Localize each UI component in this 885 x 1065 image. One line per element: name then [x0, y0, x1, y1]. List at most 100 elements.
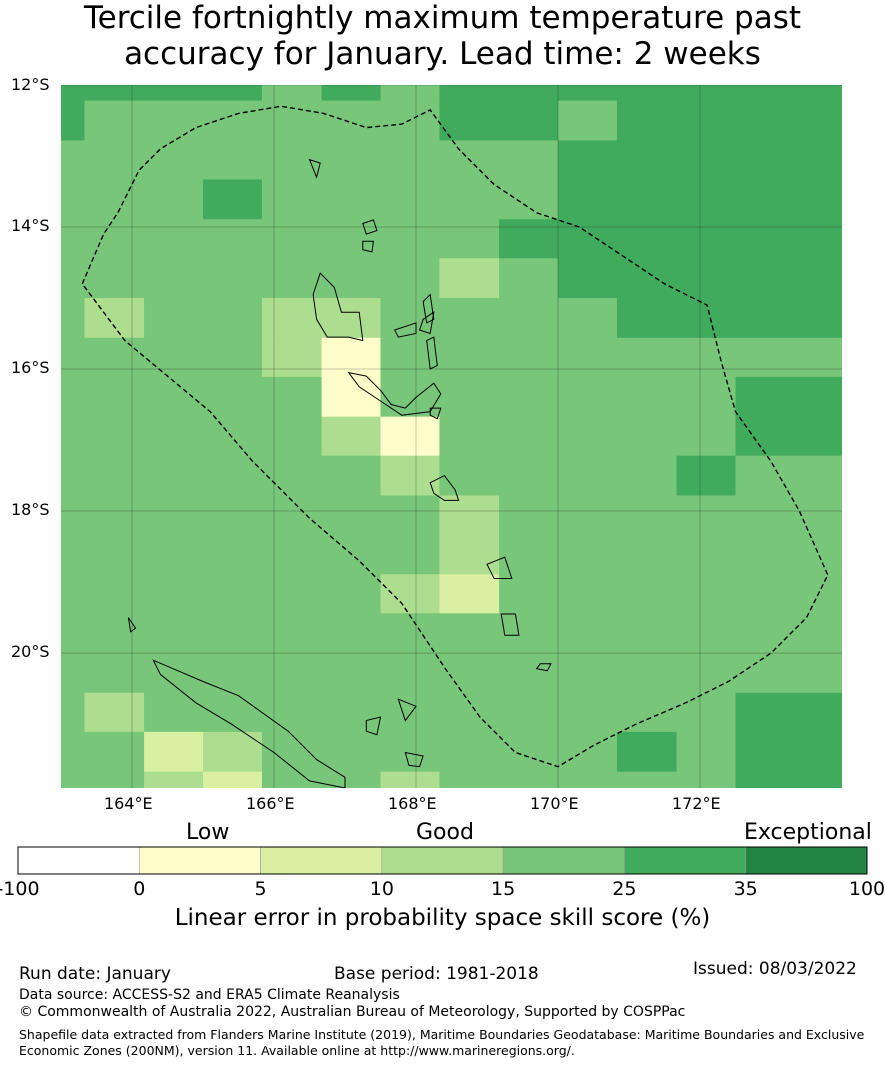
skill-cell [616, 455, 678, 497]
skill-cell [61, 534, 86, 575]
skill-cell [261, 653, 323, 694]
skill-cell [380, 534, 441, 575]
title-line-2: accuracy for January. Lead time: 2 weeks [124, 36, 761, 72]
skill-cell [616, 258, 678, 299]
lon-label-172e: 172°E [672, 794, 721, 813]
skill-cell [558, 337, 618, 378]
coastline [486, 556, 513, 579]
skill-cell [499, 179, 559, 220]
skill-cell [84, 771, 145, 789]
coastline [393, 322, 417, 338]
skill-cell [84, 613, 145, 654]
skill-cell [558, 258, 618, 299]
skill-cell [203, 258, 263, 299]
skill-cell [439, 495, 500, 536]
skill-cell [261, 337, 323, 378]
skill-cell [84, 416, 145, 457]
skill-cell [380, 258, 441, 299]
skill-cell [261, 179, 323, 220]
skill-cell [203, 574, 263, 614]
skill-cell [676, 653, 737, 694]
skill-cell [203, 85, 263, 102]
skill-cell [439, 692, 500, 733]
skill-cell [203, 298, 263, 339]
skill-cell [676, 140, 737, 181]
skill-cell [84, 179, 145, 220]
skill-cell [735, 455, 843, 497]
coastline [362, 219, 378, 235]
skill-cell [321, 376, 382, 418]
skill-cell [144, 574, 204, 614]
skill-cell [61, 179, 86, 220]
skill-cell [321, 219, 382, 259]
skill-cell [144, 258, 204, 299]
coastline [500, 613, 520, 636]
skill-cell [261, 298, 323, 339]
skill-cell [380, 692, 441, 733]
skill-cell [616, 298, 678, 339]
skill-cell [735, 534, 843, 575]
skill-cell [439, 731, 500, 773]
skill-cell [439, 179, 500, 220]
shapefile-credit-line-2: Economic Zones (200NM), version 11. Avai… [19, 1043, 575, 1058]
skill-cell [144, 731, 204, 773]
skill-cell [203, 731, 263, 773]
colorbar-segment [502, 846, 625, 875]
skill-cell [84, 100, 145, 141]
skill-cell [380, 85, 441, 102]
skill-cell [321, 495, 382, 536]
colorbar-tick-label: 15 [491, 878, 516, 900]
colorbar-segment [381, 846, 504, 875]
skill-cell [380, 455, 441, 497]
skill-cell [84, 692, 145, 733]
skill-cell [616, 140, 678, 181]
coastline [347, 371, 442, 416]
skill-cell [499, 692, 559, 733]
skill-cell [616, 653, 678, 694]
skill-cell [735, 85, 843, 102]
skill-cell [61, 140, 86, 181]
skill-cell [144, 416, 204, 457]
skill-cell [499, 337, 559, 378]
skill-cell [616, 100, 678, 141]
coastline [365, 716, 382, 736]
skill-cell [439, 258, 500, 299]
skill-cell [616, 337, 678, 378]
skill-cell [616, 613, 678, 654]
skill-cell [558, 495, 618, 536]
skill-cell [261, 376, 323, 418]
skill-cell [439, 771, 500, 789]
skill-cell [321, 100, 382, 141]
skill-cell [499, 613, 559, 654]
skill-cell [499, 731, 559, 773]
skill-cell [616, 534, 678, 575]
colorbar-segment [745, 846, 868, 875]
skill-cell [676, 574, 737, 614]
skill-cell [735, 179, 843, 220]
skill-cell [61, 337, 86, 378]
skill-cell [203, 613, 263, 654]
colorbar-word-good: Good [416, 820, 474, 845]
skill-cell [61, 85, 86, 102]
skill-cell [144, 140, 204, 181]
skill-cell [380, 613, 441, 654]
colorbar [17, 846, 868, 875]
lon-label-168e: 168°E [388, 794, 437, 813]
skill-cell [558, 771, 618, 789]
issued-date: Issued: 08/03/2022 [693, 959, 857, 979]
skill-cell [558, 179, 618, 220]
skill-cell [321, 574, 382, 614]
skill-cell [499, 455, 559, 497]
coastline [397, 698, 417, 722]
skill-cell [558, 653, 618, 694]
skill-cell [321, 337, 382, 378]
coastline [422, 293, 435, 324]
coastline [308, 158, 321, 179]
skill-cell [439, 613, 500, 654]
skill-cell [261, 455, 323, 497]
skill-cell [735, 298, 843, 339]
skill-cell [380, 653, 441, 694]
skill-cell [261, 613, 323, 654]
lat-label-18s: 18°S [11, 500, 50, 519]
skill-map [61, 84, 843, 789]
